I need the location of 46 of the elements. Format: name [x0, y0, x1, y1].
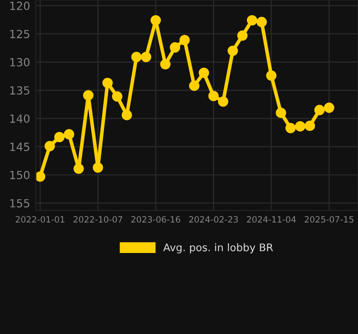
- point: [304, 120, 316, 132]
- y-tick-label: 150: [10, 170, 30, 180]
- point: [285, 122, 296, 134]
- x-tick-label: 2024-02-23: [189, 216, 238, 223]
- y-tick-label: 130: [10, 58, 30, 66]
- point: [218, 96, 228, 107]
- y-tick-label: 155: [10, 199, 30, 208]
- x-tick-label: 2025-07-15: [304, 216, 354, 223]
- y-tick-label: 145: [10, 142, 30, 152]
- point: [160, 59, 171, 70]
- y-tick-label: 120: [10, 2, 30, 10]
- x-tick-label: 2022-01-01: [16, 216, 64, 223]
- x-tick-label: 2023-06-16: [131, 216, 180, 223]
- x-tick-label: 2024-11-04: [246, 216, 296, 223]
- y-tick-label: 125: [10, 30, 30, 38]
- point: [150, 15, 161, 26]
- x-tick-label: 2022-10-07: [74, 216, 122, 223]
- point: [179, 34, 190, 46]
- point: [54, 132, 65, 142]
- point: [92, 162, 104, 173]
- point: [36, 171, 46, 182]
- point: [112, 91, 122, 102]
- point: [170, 42, 180, 53]
- point: [246, 15, 258, 26]
- point: [324, 102, 334, 113]
- point: [122, 110, 132, 120]
- legend-label: Avg. pos. in lobby BR: [163, 243, 274, 254]
- point: [44, 140, 55, 152]
- point: [256, 16, 267, 28]
- y-tick-label: 135: [10, 86, 30, 95]
- point: [266, 70, 277, 81]
- point: [237, 30, 248, 41]
- point: [208, 90, 219, 102]
- point: [140, 52, 152, 62]
- point: [228, 46, 238, 56]
- point: [83, 90, 94, 101]
- point: [64, 129, 74, 140]
- y-tick-label: 140: [10, 114, 30, 123]
- point: [198, 68, 210, 78]
- point: [189, 80, 200, 91]
- point: [73, 163, 84, 174]
- point: [276, 108, 286, 118]
- point: [295, 121, 306, 132]
- point: [314, 104, 325, 116]
- point: [131, 52, 142, 62]
- point: [102, 78, 113, 88]
